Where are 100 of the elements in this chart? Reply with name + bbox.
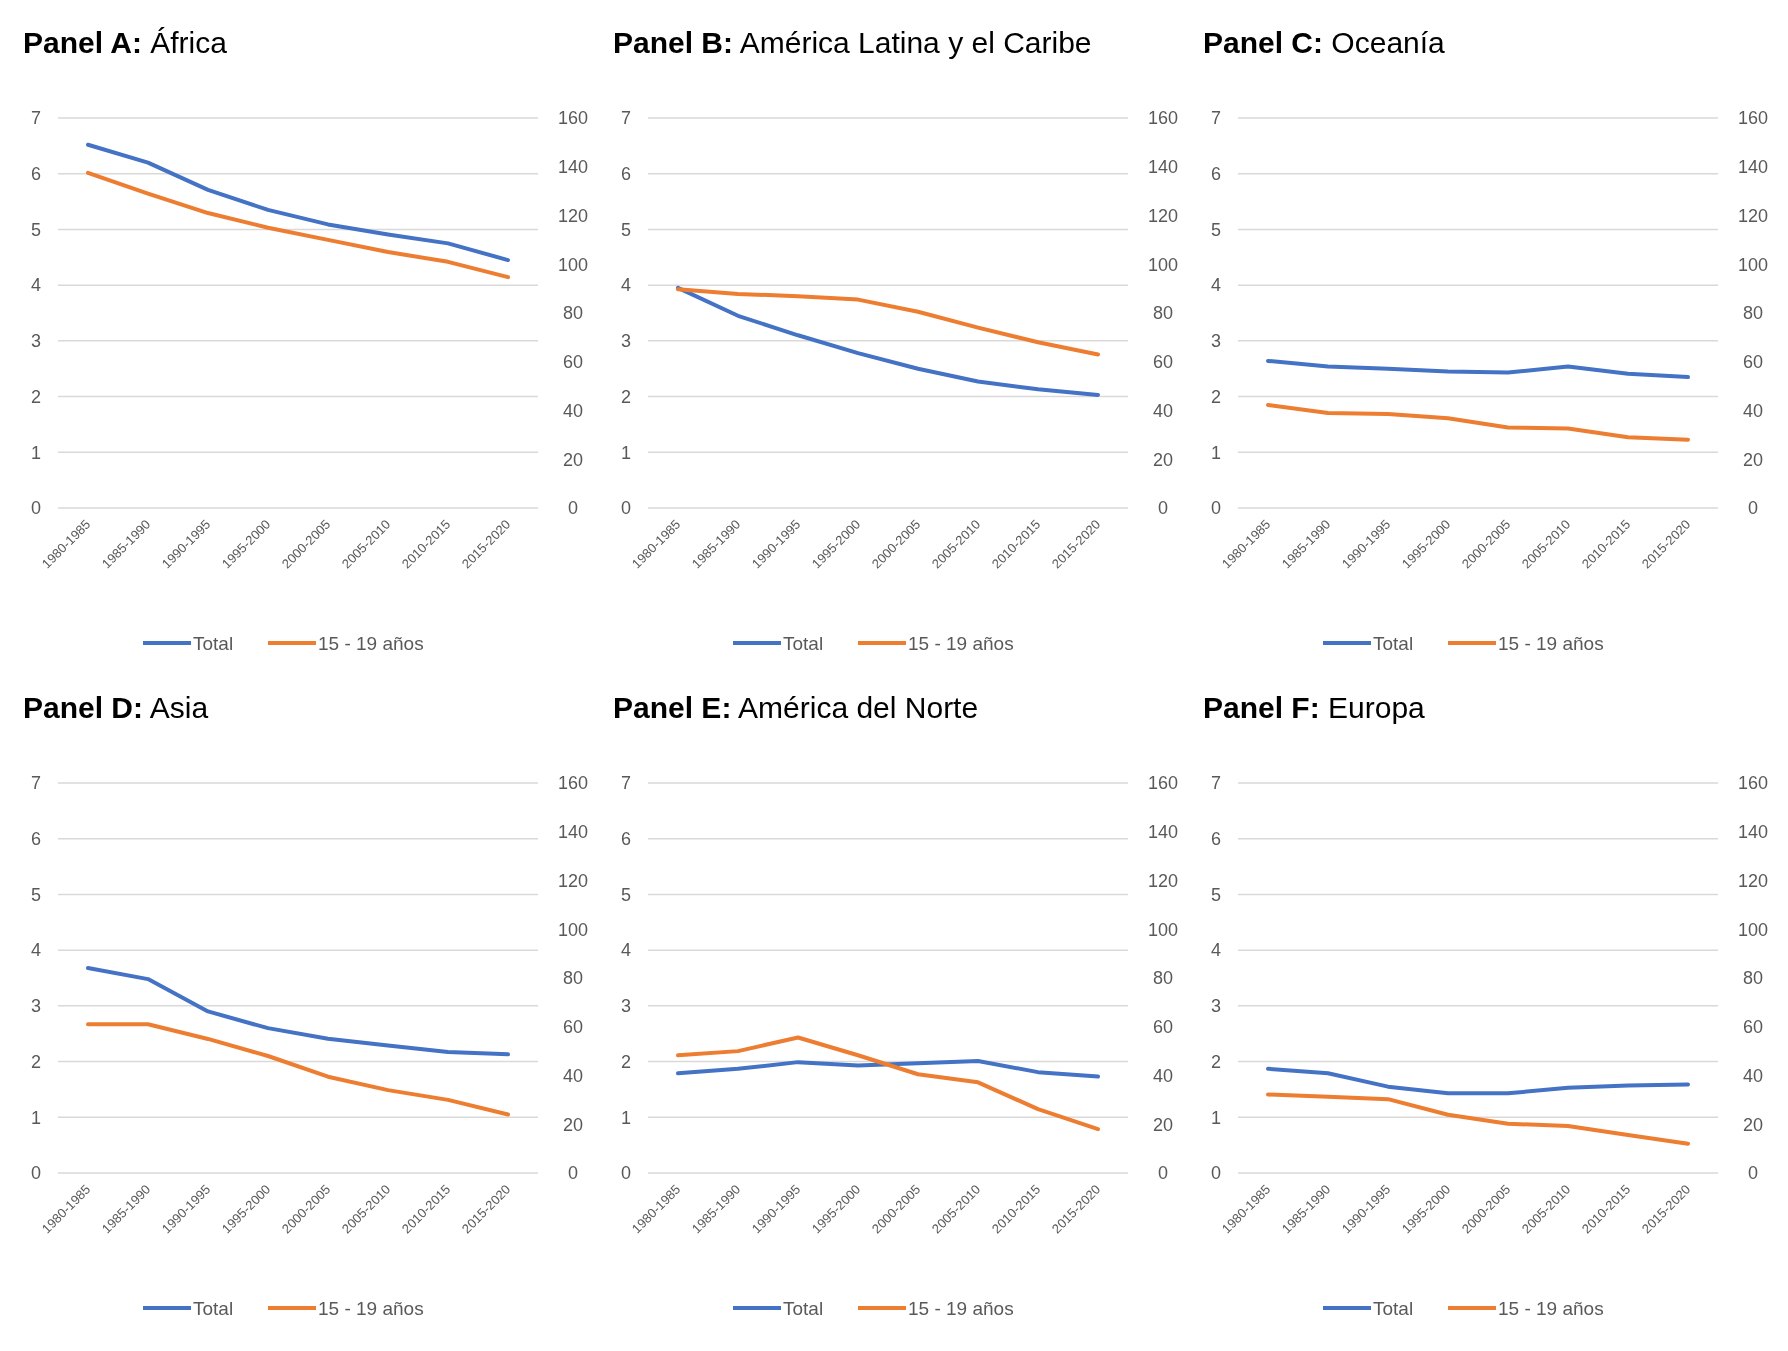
line-series [676, 1059, 1100, 1079]
y2-tick-label: 0 [1157, 1163, 1169, 1184]
legend-label: 15 - 19 años [1498, 632, 1604, 654]
y2-tick-label: 120 [1147, 205, 1179, 226]
line-series [676, 287, 1100, 357]
y2-tick-label: 20 [1742, 1114, 1764, 1135]
y-tick-label: 7 [30, 773, 42, 794]
chart-title: Panel C: Oceanía [1203, 26, 1446, 59]
y-tick-label: 7 [30, 108, 42, 129]
y-tick-label: 2 [620, 1051, 632, 1072]
y2-tick-label: 40 [562, 400, 584, 421]
y2-tick-label: 20 [1152, 1114, 1174, 1135]
y-tick-label: 7 [1210, 773, 1222, 794]
y-tick-label: 2 [620, 386, 632, 407]
y-tick-label: 3 [1210, 996, 1222, 1017]
y2-tick-label: 40 [1152, 400, 1174, 421]
y-tick-label: 1 [1210, 1107, 1222, 1128]
line-series [86, 170, 510, 280]
y-tick-label: 6 [1210, 164, 1222, 185]
y2-tick-label: 40 [1152, 1065, 1174, 1086]
y2-tick-label: 140 [1737, 822, 1769, 843]
y2-tick-label: 20 [1152, 449, 1174, 470]
legend-label: Total [193, 632, 234, 654]
y2-tick-label: 80 [1742, 303, 1764, 324]
y-tick-label: 4 [620, 940, 632, 961]
y2-tick-label: 60 [1152, 352, 1174, 373]
legend-label: 15 - 19 años [908, 1297, 1014, 1319]
y2-tick-label: 100 [557, 254, 589, 275]
y-tick-label: 6 [1210, 829, 1222, 850]
y-tick-label: 4 [1210, 275, 1222, 296]
y2-tick-label: 80 [562, 303, 584, 324]
y2-tick-label: 140 [1737, 157, 1769, 178]
y2-tick-label: 100 [1147, 254, 1179, 275]
legend-label: Total [193, 1297, 234, 1319]
y2-tick-label: 100 [557, 919, 589, 940]
y2-tick-label: 0 [1747, 498, 1759, 519]
y-tick-label: 4 [30, 275, 42, 296]
y2-tick-label: 120 [557, 205, 589, 226]
y-tick-label: 0 [1210, 1163, 1222, 1184]
y-tick-label: 1 [1210, 442, 1222, 463]
y2-tick-label: 40 [1742, 400, 1764, 421]
y2-tick-label: 60 [562, 352, 584, 373]
line-series [86, 142, 510, 263]
y2-tick-label: 80 [1152, 303, 1174, 324]
y2-tick-label: 100 [1737, 254, 1769, 275]
legend-label: 15 - 19 años [318, 1297, 424, 1319]
y2-tick-label: 60 [1742, 352, 1764, 373]
y2-tick-label: 80 [562, 968, 584, 989]
y2-tick-label: 160 [1147, 773, 1179, 794]
y2-tick-label: 140 [1147, 822, 1179, 843]
y-tick-label: 3 [620, 996, 632, 1017]
y-tick-label: 7 [1210, 108, 1222, 129]
y-tick-label: 5 [620, 219, 632, 240]
y-tick-label: 6 [30, 164, 42, 185]
y2-tick-label: 60 [1742, 1017, 1764, 1038]
legend-label: 15 - 19 años [1498, 1297, 1604, 1319]
line-series [1266, 358, 1690, 380]
y2-tick-label: 0 [567, 498, 579, 519]
y-tick-label: 6 [620, 164, 632, 185]
chart-title: Panel D: Asia [23, 691, 209, 724]
y-tick-label: 2 [30, 1051, 42, 1072]
y-tick-label: 0 [620, 1163, 632, 1184]
y-tick-label: 4 [30, 940, 42, 961]
y-tick-label: 0 [30, 498, 42, 519]
line-series [1266, 1092, 1690, 1146]
y2-tick-label: 60 [1152, 1017, 1174, 1038]
y2-tick-label: 120 [1737, 870, 1769, 891]
y2-tick-label: 80 [1742, 968, 1764, 989]
y2-tick-label: 20 [562, 1114, 584, 1135]
y-tick-label: 2 [1210, 386, 1222, 407]
y-tick-label: 0 [620, 498, 632, 519]
y-tick-label: 1 [620, 1107, 632, 1128]
y2-tick-label: 20 [1742, 449, 1764, 470]
y-tick-label: 4 [620, 275, 632, 296]
chart-title: Panel A: África [23, 26, 228, 59]
legend-label: 15 - 19 años [908, 632, 1014, 654]
y-tick-label: 4 [1210, 940, 1222, 961]
y2-tick-label: 160 [557, 108, 589, 129]
y2-tick-label: 140 [1147, 157, 1179, 178]
legend-label: 15 - 19 años [318, 632, 424, 654]
line-series [86, 1022, 510, 1117]
chart-title: Panel B: América Latina y el Caribe [613, 26, 1092, 59]
y-tick-label: 5 [30, 219, 42, 240]
y-tick-label: 3 [1210, 331, 1222, 352]
legend-label: Total [1373, 1297, 1414, 1319]
line-series [676, 1035, 1100, 1132]
y-tick-label: 2 [30, 386, 42, 407]
line-series [1266, 1066, 1690, 1096]
y2-tick-label: 120 [557, 870, 589, 891]
y-tick-label: 5 [30, 884, 42, 905]
y2-tick-label: 160 [1737, 108, 1769, 129]
y2-tick-label: 0 [567, 1163, 579, 1184]
y2-tick-label: 160 [557, 773, 589, 794]
y2-tick-label: 120 [1147, 870, 1179, 891]
y2-tick-label: 100 [1737, 919, 1769, 940]
y-tick-label: 0 [30, 1163, 42, 1184]
chart-title: Panel F: Europa [1203, 691, 1426, 724]
y2-tick-label: 120 [1737, 205, 1769, 226]
legend-label: Total [783, 632, 824, 654]
line-series [1266, 402, 1690, 442]
